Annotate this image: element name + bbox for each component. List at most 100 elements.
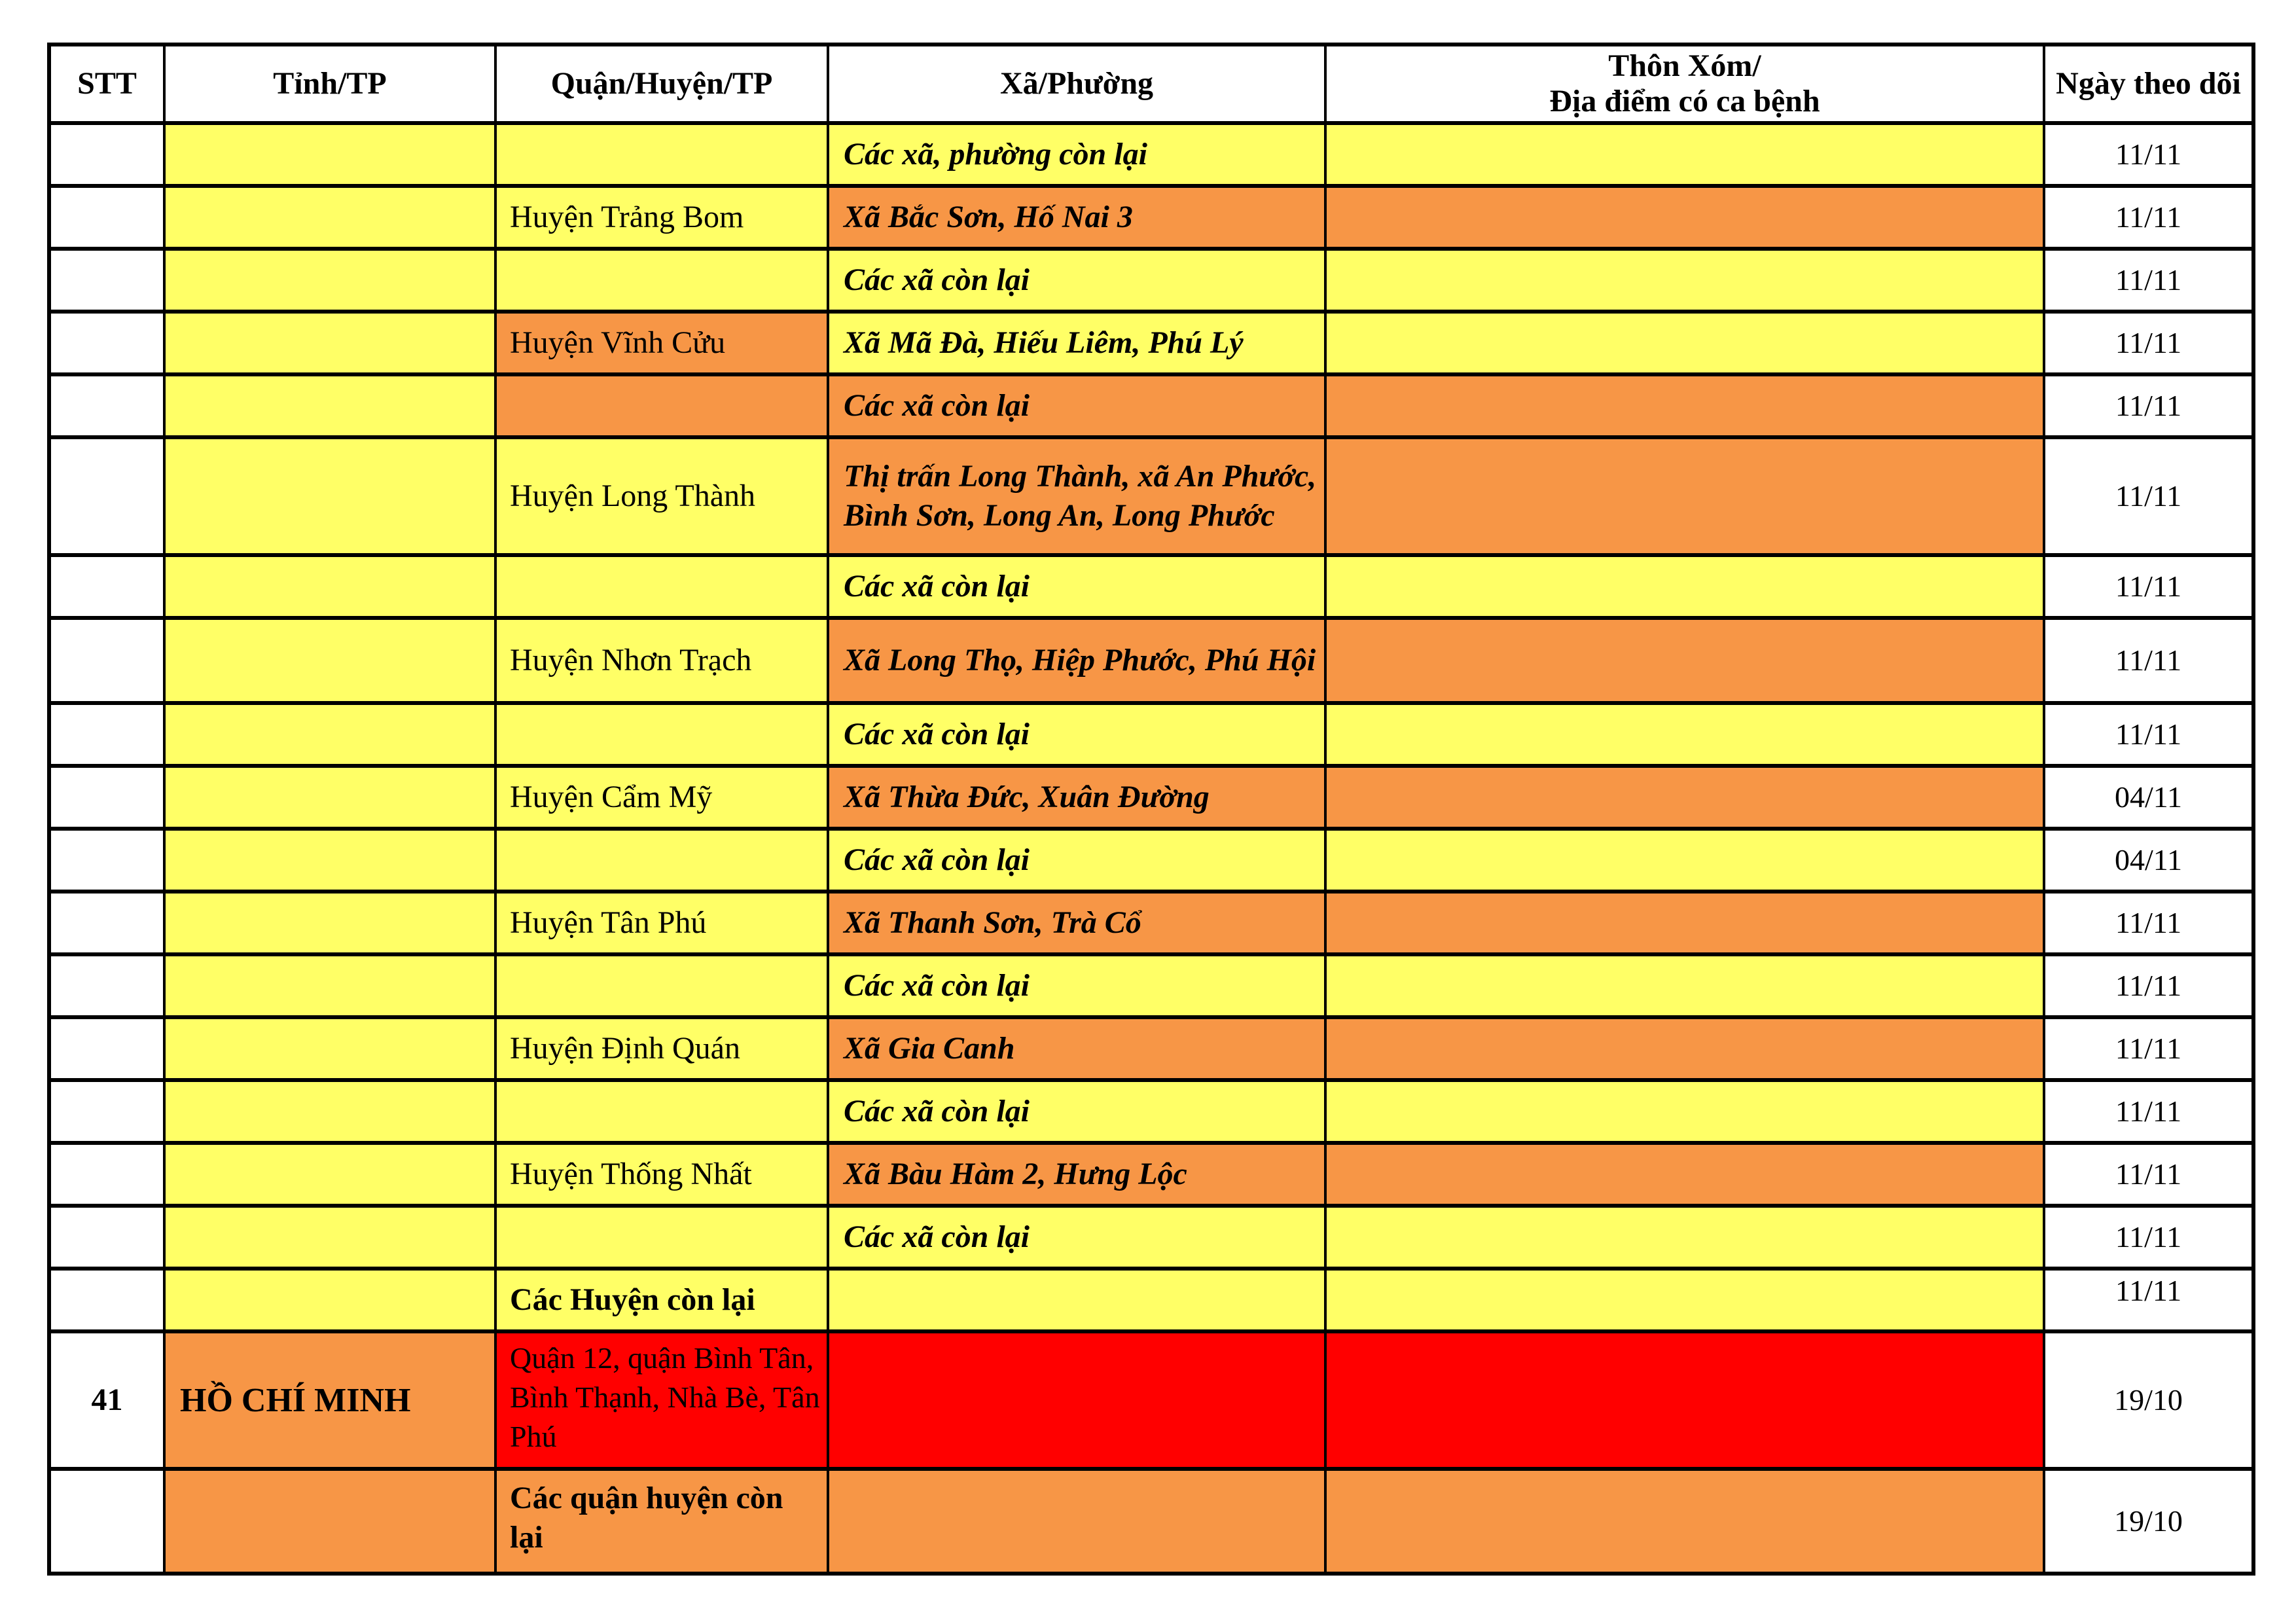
cell-ward: Xã Bàu Hàm 2, Hưng Lộc bbox=[827, 1141, 1327, 1208]
cell-hamlet bbox=[1324, 1329, 2045, 1471]
cell-date: 11/11 bbox=[2043, 701, 2255, 768]
cell-date: 11/11 bbox=[2043, 952, 2255, 1019]
cell-ward: Các xã còn lại bbox=[827, 1078, 1327, 1145]
cell-date: 11/11 bbox=[2043, 1204, 2255, 1271]
header-row: STT Tỉnh/TP Quận/Huyện/TP Xã/Phường Thôn Xóm… bbox=[48, 43, 2255, 125]
cell-hamlet bbox=[1324, 1467, 2045, 1576]
cell-province bbox=[163, 1141, 497, 1208]
cell-stt bbox=[48, 435, 166, 557]
cell-district bbox=[494, 701, 829, 768]
cell-province bbox=[163, 184, 497, 251]
cell-province bbox=[163, 1078, 497, 1145]
cell-date: 11/11 bbox=[2043, 1015, 2255, 1082]
cell-stt bbox=[48, 701, 166, 768]
cell-hamlet bbox=[1324, 1015, 2045, 1082]
table-row: Huyện Long Thành Thị trấn Long Thành, xã … bbox=[48, 435, 2255, 557]
cell-hamlet bbox=[1324, 1078, 2045, 1145]
table-row: Các Huyện còn lại 11/11 bbox=[48, 1267, 2255, 1333]
cell-date: 19/10 bbox=[2043, 1329, 2255, 1471]
cell-hamlet bbox=[1324, 435, 2045, 557]
cell-date: 11/11 bbox=[2043, 1267, 2255, 1333]
cell-province bbox=[163, 121, 497, 188]
table-row: Huyện Nhơn Trạch Xã Long Thọ, Hiệp Phước,… bbox=[48, 616, 2255, 705]
table-row: Các xã còn lại 11/11 bbox=[48, 701, 2255, 768]
table-row: Huyện Trảng Bom Xã Bắc Sơn, Hố Nai 3 11/11 bbox=[48, 184, 2255, 251]
cell-district: Huyện Vĩnh Cửu bbox=[494, 310, 829, 376]
cell-ward bbox=[827, 1329, 1327, 1471]
cell-date: 11/11 bbox=[2043, 247, 2255, 314]
cell-hamlet bbox=[1324, 890, 2045, 956]
cell-date: 11/11 bbox=[2043, 121, 2255, 188]
cell-hamlet bbox=[1324, 1141, 2045, 1208]
cell-district bbox=[494, 1078, 829, 1145]
cell-district bbox=[494, 827, 829, 893]
table-row: Huyện Cẩm Mỹ Xã Thừa Đức, Xuân Đường 04/11 bbox=[48, 764, 2255, 831]
column-header-date: Ngày theo dõi bbox=[2043, 43, 2255, 125]
cell-stt bbox=[48, 1467, 166, 1576]
cell-district bbox=[494, 372, 829, 439]
cell-province bbox=[163, 1467, 497, 1576]
cell-ward: Các xã còn lại bbox=[827, 247, 1327, 314]
cell-hamlet bbox=[1324, 701, 2045, 768]
cell-province bbox=[163, 764, 497, 831]
cell-district: Quận 12, quận Bình Tân, Bình Thạnh, Nhà … bbox=[494, 1329, 829, 1471]
column-header-ward: Xã/Phường bbox=[827, 43, 1327, 125]
cell-district: Huyện Định Quán bbox=[494, 1015, 829, 1082]
column-header-district: Quận/Huyện/TP bbox=[494, 43, 829, 125]
cell-hamlet bbox=[1324, 952, 2045, 1019]
cell-date: 11/11 bbox=[2043, 310, 2255, 376]
cell-province bbox=[163, 616, 497, 705]
cell-stt bbox=[48, 616, 166, 705]
cell-stt bbox=[48, 1141, 166, 1208]
table-row: Các xã còn lại 11/11 bbox=[48, 1078, 2255, 1145]
cell-hamlet bbox=[1324, 1204, 2045, 1271]
cell-hamlet bbox=[1324, 247, 2045, 314]
table-row: Huyện Định Quán Xã Gia Canh 11/11 bbox=[48, 1015, 2255, 1082]
cell-stt bbox=[48, 1015, 166, 1082]
cell-district: Huyện Tân Phú bbox=[494, 890, 829, 956]
cell-date: 19/10 bbox=[2043, 1467, 2255, 1576]
cell-province bbox=[163, 247, 497, 314]
cell-province bbox=[163, 372, 497, 439]
cell-date: 11/11 bbox=[2043, 372, 2255, 439]
cell-stt bbox=[48, 121, 166, 188]
table-row: Các xã còn lại 11/11 bbox=[48, 553, 2255, 620]
table-row: Các xã còn lại 11/11 bbox=[48, 952, 2255, 1019]
cell-date: 11/11 bbox=[2043, 553, 2255, 620]
cell-ward: Xã Long Thọ, Hiệp Phước, Phú Hội bbox=[827, 616, 1327, 705]
cell-district: Các quận huyện còn lại bbox=[494, 1467, 829, 1576]
cell-stt: 41 bbox=[48, 1329, 166, 1471]
table-row: 41 HỒ CHÍ MINH Quận 12, quận Bình Tân, Bìn… bbox=[48, 1329, 2255, 1471]
cell-district bbox=[494, 553, 829, 620]
cell-province bbox=[163, 553, 497, 620]
column-header-hamlet: Thôn Xóm/ Địa điểm có ca bệnh bbox=[1324, 43, 2045, 125]
cell-district: Huyện Nhơn Trạch bbox=[494, 616, 829, 705]
cell-ward: Xã Gia Canh bbox=[827, 1015, 1327, 1082]
table-row: Huyện Thống Nhất Xã Bàu Hàm 2, Hưng Lộc 11… bbox=[48, 1141, 2255, 1208]
cell-date: 11/11 bbox=[2043, 1141, 2255, 1208]
cell-district bbox=[494, 952, 829, 1019]
cell-province bbox=[163, 1015, 497, 1082]
cell-province bbox=[163, 827, 497, 893]
table-row: Các quận huyện còn lại 19/10 bbox=[48, 1467, 2255, 1576]
table-row: Huyện Tân Phú Xã Thanh Sơn, Trà Cổ 11/11 bbox=[48, 890, 2255, 956]
cell-district: Các Huyện còn lại bbox=[494, 1267, 829, 1333]
cell-stt bbox=[48, 310, 166, 376]
cell-ward: Thị trấn Long Thành, xã An Phước, Bình S… bbox=[827, 435, 1327, 557]
cell-ward bbox=[827, 1267, 1327, 1333]
cell-date: 11/11 bbox=[2043, 890, 2255, 956]
cell-stt bbox=[48, 372, 166, 439]
cell-ward: Xã Bắc Sơn, Hố Nai 3 bbox=[827, 184, 1327, 251]
cell-district bbox=[494, 1204, 829, 1271]
cell-district: Huyện Trảng Bom bbox=[494, 184, 829, 251]
covid-zone-table: STT Tỉnh/TP Quận/Huyện/TP Xã/Phường Thôn Xóm… bbox=[47, 43, 2255, 1576]
cell-stt bbox=[48, 247, 166, 314]
cell-province bbox=[163, 310, 497, 376]
table-row: Các xã còn lại 11/11 bbox=[48, 372, 2255, 439]
cell-stt bbox=[48, 952, 166, 1019]
column-header-stt: STT bbox=[48, 43, 166, 125]
cell-stt bbox=[48, 827, 166, 893]
cell-ward: Xã Thanh Sơn, Trà Cổ bbox=[827, 890, 1327, 956]
cell-ward bbox=[827, 1467, 1327, 1576]
